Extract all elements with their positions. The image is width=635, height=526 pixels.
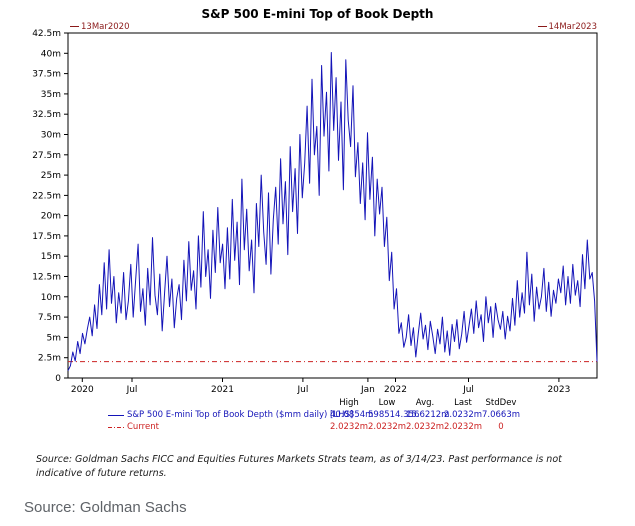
svg-text:5m: 5m xyxy=(47,333,62,343)
stats-header-row: High Low Avg. Last StdDev xyxy=(0,397,635,409)
svg-text:Jul: Jul xyxy=(126,385,138,395)
chart-figure: S&P 500 E-mini Top of Book Depth 13Mar20… xyxy=(0,7,635,433)
current-legend-entry: Current xyxy=(108,421,330,433)
svg-text:0: 0 xyxy=(55,374,61,384)
series-last-value: 2.0232m xyxy=(444,410,483,420)
svg-text:2021: 2021 xyxy=(211,385,234,395)
svg-text:20m: 20m xyxy=(41,212,61,222)
svg-text:37.5m: 37.5m xyxy=(32,70,61,80)
svg-text:42.5m: 42.5m xyxy=(32,29,61,39)
stats-header-stddev: StdDev xyxy=(485,398,517,408)
stats-header-low: Low xyxy=(378,398,396,408)
svg-text:40m: 40m xyxy=(41,49,61,59)
legend-row-series: S&P 500 E-mini Top of Book Depth ($mm da… xyxy=(0,409,635,421)
chart-legend: High Low Avg. Last StdDev S&P 500 E-mini… xyxy=(0,397,635,433)
end-marker-line-icon xyxy=(537,26,547,27)
chart-footnote: Source: Goldman Sachs FICC and Equities … xyxy=(36,454,562,480)
svg-text:Jul: Jul xyxy=(296,385,308,395)
image-caption: Source: Goldman Sachs xyxy=(24,498,187,516)
svg-text:30m: 30m xyxy=(41,131,61,141)
svg-text:17.5m: 17.5m xyxy=(32,232,61,242)
svg-text:35m: 35m xyxy=(41,90,61,100)
svg-text:10m: 10m xyxy=(41,293,61,303)
svg-text:2022: 2022 xyxy=(384,385,407,395)
start-date-annotation: 13Mar2020 xyxy=(70,22,130,32)
series-low-value: 598514.356 xyxy=(368,410,420,420)
line-chart-plot: 0 2.5m 5m 7.5m 10m 12.5m 15m 17.5m 20m 22.5m 25m 27… xyxy=(32,29,598,395)
svg-text:32.5m: 32.5m xyxy=(32,110,61,120)
svg-text:Jul: Jul xyxy=(462,385,474,395)
svg-text:12.5m: 12.5m xyxy=(32,273,61,283)
series-avg-value: 15.6212m xyxy=(406,410,450,420)
current-avg-value: 2.0232m xyxy=(406,422,445,432)
start-date-label: 13Mar2020 xyxy=(81,22,130,32)
series-legend-entry: S&P 500 E-mini Top of Book Depth ($mm da… xyxy=(108,409,353,421)
series-high-value: 40.0854m xyxy=(330,410,374,420)
svg-text:22.5m: 22.5m xyxy=(32,191,61,201)
current-legend-label: Current xyxy=(127,422,159,432)
current-high-value: 2.0232m xyxy=(330,422,369,432)
svg-text:2020: 2020 xyxy=(71,385,94,395)
stats-header-last: Last xyxy=(454,398,472,408)
current-low-value: 2.0232m xyxy=(368,422,407,432)
svg-text:25m: 25m xyxy=(41,171,61,181)
svg-text:27.5m: 27.5m xyxy=(32,151,61,161)
stats-header-avg: Avg. xyxy=(415,398,435,408)
current-stddev-value: 0 xyxy=(498,422,504,432)
end-date-annotation: 14Mar2023 xyxy=(537,22,598,32)
series-line-sample-icon xyxy=(108,414,124,416)
svg-text:2023: 2023 xyxy=(547,385,570,395)
start-marker-line-icon xyxy=(70,26,79,27)
end-date-label: 14Mar2023 xyxy=(548,22,598,32)
legend-row-current: Current 2.0232m 2.0232m 2.0232m 2.0232m … xyxy=(0,421,635,433)
svg-text:7.5m: 7.5m xyxy=(38,313,61,323)
current-dashdot-sample-icon xyxy=(108,426,124,428)
series-legend-label: S&P 500 E-mini Top of Book Depth ($mm da… xyxy=(127,410,354,420)
svg-text:2.5m: 2.5m xyxy=(38,354,61,364)
current-last-value: 2.0232m xyxy=(444,422,483,432)
series-stddev-value: 7.0663m xyxy=(482,410,521,420)
svg-text:15m: 15m xyxy=(41,252,61,262)
svg-text:Jan: Jan xyxy=(360,385,375,395)
chart-title: S&P 500 E-mini Top of Book Depth xyxy=(201,7,434,21)
stats-header-high: High xyxy=(339,398,359,408)
